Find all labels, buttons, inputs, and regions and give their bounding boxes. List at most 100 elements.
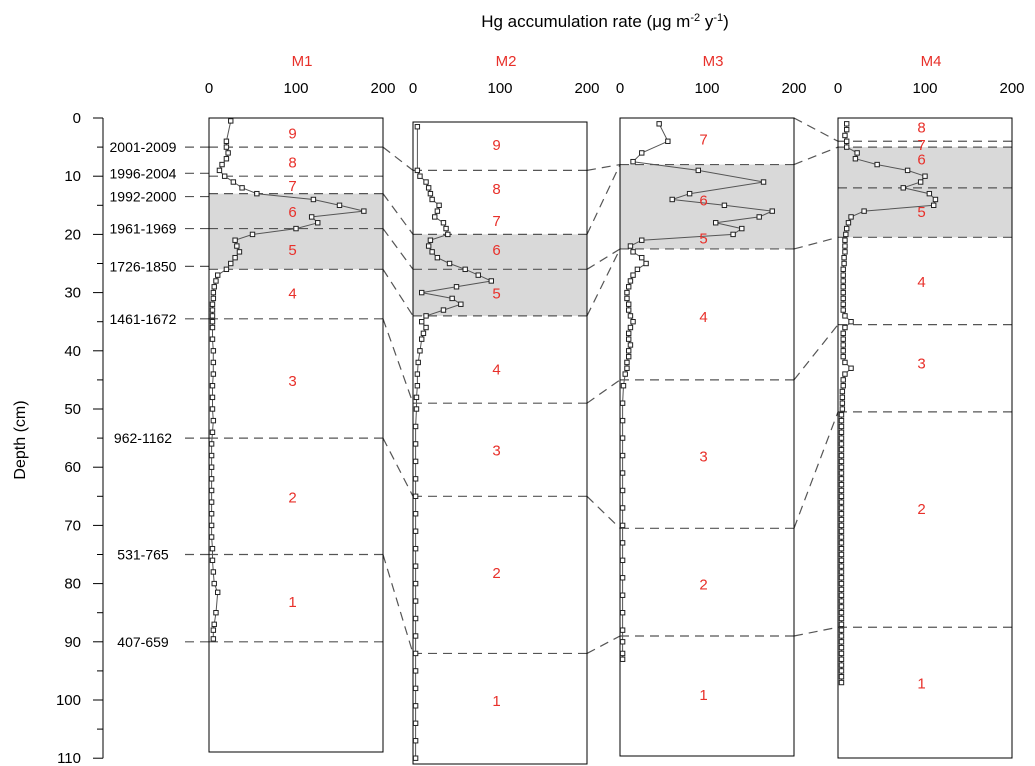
data-point [840,353,846,360]
data-point [669,196,675,203]
data-point [209,557,216,564]
zone-label: 1 [288,594,296,611]
data-point [842,371,848,377]
data-point [213,610,219,616]
data-point [213,278,219,284]
data-point [627,278,634,284]
y-tick-label: 10 [64,168,81,185]
data-point [838,569,845,575]
data-point [336,202,343,209]
data-point [904,167,911,174]
data-point [839,406,846,412]
data-point [630,249,636,255]
data-point [838,610,845,616]
data-point [838,627,845,633]
data-point [315,220,321,226]
data-point [838,604,845,610]
data-point [209,336,216,342]
x-tick-label: 200 [999,80,1024,97]
data-point [427,190,434,197]
data-point [838,563,845,569]
x-tick-label: 100 [283,80,308,97]
data-point [840,377,846,383]
data-point [840,295,846,302]
data-point [209,394,216,401]
data-point [838,493,845,500]
data-point [619,400,626,406]
data-point [840,348,846,354]
data-point [840,301,846,307]
data-point [293,225,299,232]
series-line [415,126,494,759]
zone-label: 3 [917,355,925,372]
data-point [446,260,453,267]
zone-label: 9 [288,126,296,143]
data-point [208,476,215,482]
data-point [838,511,845,517]
data-point [626,307,632,313]
correlation-connector [586,248,621,270]
data-point [842,249,848,255]
zone-label: 9 [492,137,500,154]
zone-label: 1 [917,676,925,693]
data-point [838,522,845,529]
data-point [412,458,419,465]
data-point [839,394,846,401]
y-tick-label: 20 [64,226,81,243]
zone-label: 2 [917,501,925,518]
data-point [412,528,419,534]
data-point [838,481,845,488]
data-point [414,371,421,377]
data-point [423,313,429,319]
data-point [211,284,217,290]
data-point [838,417,845,424]
data-point [210,348,217,354]
data-point [838,452,845,459]
panel-title: M4 [921,53,942,70]
data-point [412,703,419,709]
y-axis-label: Depth (cm) [12,400,29,479]
data-point [429,249,435,255]
data-point [840,342,846,348]
date-label: 407-659 [117,634,169,650]
data-point [838,540,845,546]
data-point [211,580,217,587]
data-point [841,254,847,261]
zone-label: 7 [917,137,925,154]
data-point [840,272,846,278]
data-point [769,208,775,214]
data-point [440,307,447,313]
data-point [838,633,845,639]
zone-label: 6 [492,242,500,259]
data-point [619,452,626,459]
zone-label: 3 [492,443,500,460]
data-point [838,528,845,534]
data-point [432,214,438,220]
data-point [630,272,636,278]
y-tick-label: 90 [64,634,81,651]
data-point [695,167,701,174]
data-point [931,202,937,209]
data-point [619,540,626,546]
panel-title: M1 [292,53,313,70]
zone-label: 8 [917,120,925,137]
x-tick-label: 0 [616,80,624,97]
correlation-connector [382,318,414,404]
data-point [208,534,215,540]
data-point [626,301,632,307]
data-point [425,243,432,249]
data-point [624,289,630,296]
data-point [310,196,317,203]
zone-label: 8 [288,155,296,172]
zone-label: 5 [699,230,707,247]
data-point [412,545,419,552]
data-point [838,534,845,540]
data-point [619,505,626,511]
data-point [844,144,850,150]
data-point [249,231,256,238]
data-point [841,260,847,267]
data-point [440,220,447,226]
data-point [760,179,767,185]
data-point [210,569,217,575]
